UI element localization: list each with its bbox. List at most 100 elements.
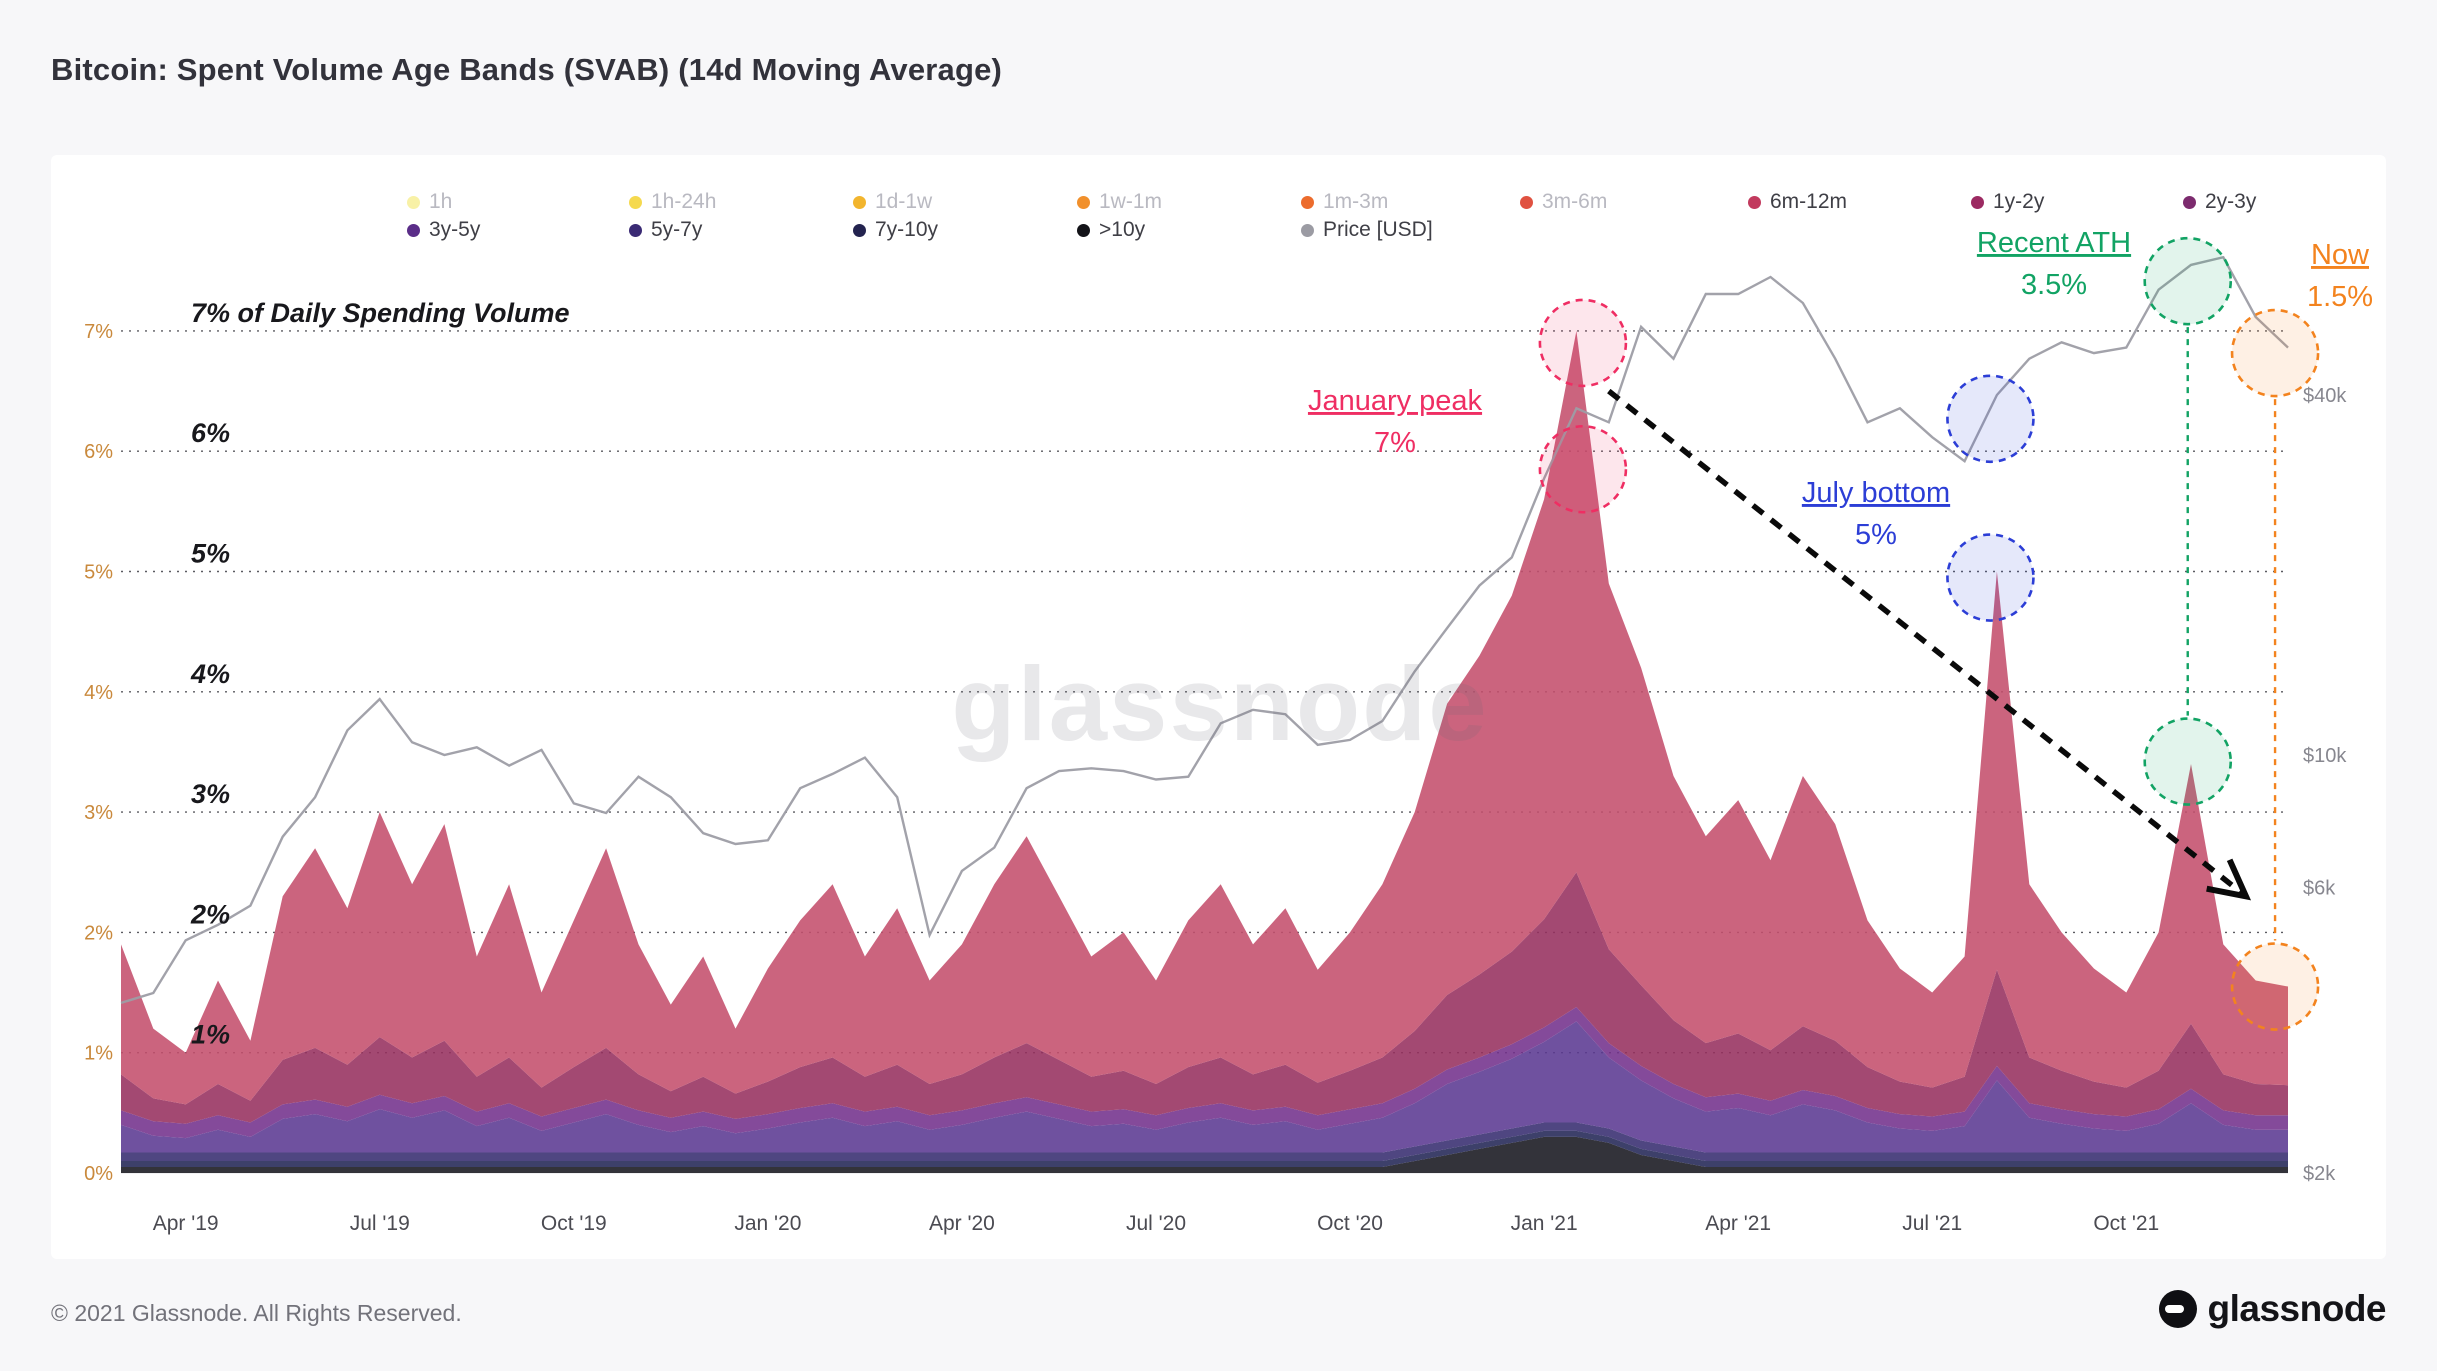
svg-text:Jul '19: Jul '19 (350, 1212, 410, 1235)
annotation-value: 3.5% (2021, 269, 2087, 301)
svg-text:1%: 1% (191, 1020, 230, 1050)
legend-item-1h-24h[interactable]: 1h-24h (629, 190, 716, 214)
legend-item-1m-3m[interactable]: 1m-3m (1301, 190, 1388, 214)
legend-dot (1301, 195, 1314, 209)
svg-text:6%: 6% (84, 441, 113, 463)
legend-dot (407, 195, 420, 209)
band--10y (121, 1136, 2288, 1173)
legend-dot (1971, 195, 1984, 209)
annotation-value: 1.5% (2307, 281, 2373, 313)
svg-text:Jul '20: Jul '20 (1126, 1212, 1186, 1235)
annotation-circle (2143, 717, 2233, 806)
annotation-circle (1538, 424, 1628, 514)
band-2y-3y (121, 1007, 2288, 1139)
svg-text:$10k: $10k (2303, 745, 2347, 767)
band-3y-5y (121, 1021, 2288, 1153)
legend-label: 6m-12m (1770, 190, 1848, 213)
legend-label: 7y-10y (875, 218, 939, 241)
legend-item-price-usd[interactable]: Price [USD] (1301, 218, 1433, 242)
legend-item-10y[interactable]: >10y (1077, 218, 1145, 242)
glassnode-logo-text: glassnode (2207, 1288, 2387, 1329)
legend-item-1h[interactable]: 1h (407, 190, 452, 214)
legend-dot (407, 223, 420, 237)
glassnode-logo: glassnode (2158, 1288, 2387, 1330)
legend-label: 2y-3y (2205, 190, 2257, 213)
svg-text:1%: 1% (84, 1043, 113, 1065)
legend-dot (629, 195, 642, 209)
legend-label: >10y (1099, 218, 1146, 241)
svg-text:3%: 3% (191, 779, 230, 809)
annotation-label: Recent ATH (1977, 227, 2131, 259)
svg-text:7%: 7% (84, 321, 113, 343)
band-5y-7y (121, 1122, 2288, 1161)
annotation-value: 7% (1374, 427, 1416, 459)
watermark-text: glassnode (951, 646, 1488, 763)
legend-label: Price [USD] (1323, 218, 1433, 241)
svg-text:2%: 2% (84, 922, 113, 944)
svab-chart: glassnode 7% of Daily Spending Volume 6% 5%… (84, 227, 2373, 1235)
svg-text:4%: 4% (84, 682, 113, 704)
svg-text:5%: 5% (84, 562, 113, 584)
legend-dot (629, 223, 642, 237)
annotation-circle (2230, 942, 2320, 1031)
legend: 1h 1h-24h 1d-1w 1w-1m 1m-3m 3m-6m 6m-12m 1y-2y 2… (51, 155, 2386, 255)
legend-dot (1301, 223, 1314, 237)
legend-dot (1748, 195, 1761, 209)
page-title: Bitcoin: Spent Volume Age Bands (SVAB) (… (51, 52, 1003, 87)
axis-x: Apr '19 Jul '19 Oct '19 Jan '20 Apr '20 Jul '… (153, 1212, 2159, 1235)
legend-item-7y-10y[interactable]: 7y-10y (853, 218, 938, 242)
svg-text:Oct '19: Oct '19 (541, 1212, 607, 1235)
legend-item-2y-3y[interactable]: 2y-3y (2183, 190, 2256, 214)
chart-card: 1h 1h-24h 1d-1w 1w-1m 1m-3m 3m-6m 6m-12m 1y-2y 2… (51, 155, 2386, 1259)
svg-text:$6k: $6k (2303, 878, 2336, 900)
svg-text:7% of Daily Spending Volume: 7% of Daily Spending Volume (191, 298, 570, 328)
svg-text:2%: 2% (190, 899, 230, 929)
band-6m-12m (121, 330, 2288, 1105)
svg-text:$2k: $2k (2303, 1163, 2336, 1185)
svg-text:Oct '21: Oct '21 (2093, 1212, 2159, 1235)
svg-text:Apr '21: Apr '21 (1705, 1212, 1771, 1235)
axis-left: 0% 1% 2% 3% 4% 5% 6% 7% (84, 321, 113, 1185)
legend-item-1w-1m[interactable]: 1w-1m (1077, 190, 1162, 214)
legend-dot (853, 195, 866, 209)
svg-text:Jan '21: Jan '21 (1511, 1212, 1578, 1235)
band-1y-2y (121, 872, 2288, 1124)
legend-label: 1h-24h (651, 190, 717, 213)
legend-dot (2183, 195, 2196, 209)
legend-label: 5y-7y (651, 218, 703, 241)
price-line (120, 255, 2289, 1005)
band-7y-10y (121, 1130, 2288, 1167)
svg-text:5%: 5% (191, 539, 230, 569)
annotation-circle (1946, 533, 2035, 622)
annotation-circle (2230, 308, 2320, 398)
legend-item-6m-12m[interactable]: 6m-12m (1748, 190, 1847, 214)
annotation-label: July bottom (1802, 477, 1950, 509)
area-bands (121, 330, 2288, 1173)
svg-text:Jul '21: Jul '21 (1902, 1212, 1962, 1235)
legend-label: 3y-5y (429, 218, 481, 241)
legend-item-1y-2y[interactable]: 1y-2y (1971, 190, 2044, 214)
annotation-now: Now 1.5% (2230, 239, 2373, 1031)
legend-item-5y-7y[interactable]: 5y-7y (629, 218, 702, 242)
trend-arrow (1607, 388, 2252, 901)
legend-dot (1077, 195, 1090, 209)
glassnode-logo-icon (2158, 1290, 2197, 1328)
svg-text:$40k: $40k (2303, 385, 2347, 407)
svg-text:Apr '20: Apr '20 (929, 1212, 995, 1235)
annotation-circle (1538, 298, 1628, 388)
annotation-january-peak: January peak 7% (1308, 298, 1628, 514)
svg-text:0%: 0% (84, 1163, 113, 1185)
annotation-value: 5% (1855, 519, 1897, 551)
svg-text:6%: 6% (191, 418, 230, 448)
svg-text:Apr '19: Apr '19 (153, 1212, 219, 1235)
annotation-label: Now (2311, 239, 2370, 271)
legend-item-3m-6m[interactable]: 3m-6m (1520, 190, 1607, 214)
copyright: © 2021 Glassnode. All Rights Reserved. (51, 1300, 462, 1326)
legend-item-1d-1w[interactable]: 1d-1w (853, 190, 932, 214)
annotation-circle (2143, 236, 2233, 326)
svg-text:Oct '20: Oct '20 (1317, 1212, 1383, 1235)
annotation-label: January peak (1308, 385, 1483, 417)
annotation-recent-ath: Recent ATH 3.5% (1977, 227, 2233, 806)
legend-item-3y-5y[interactable]: 3y-5y (407, 218, 480, 242)
svg-text:3%: 3% (84, 802, 113, 824)
